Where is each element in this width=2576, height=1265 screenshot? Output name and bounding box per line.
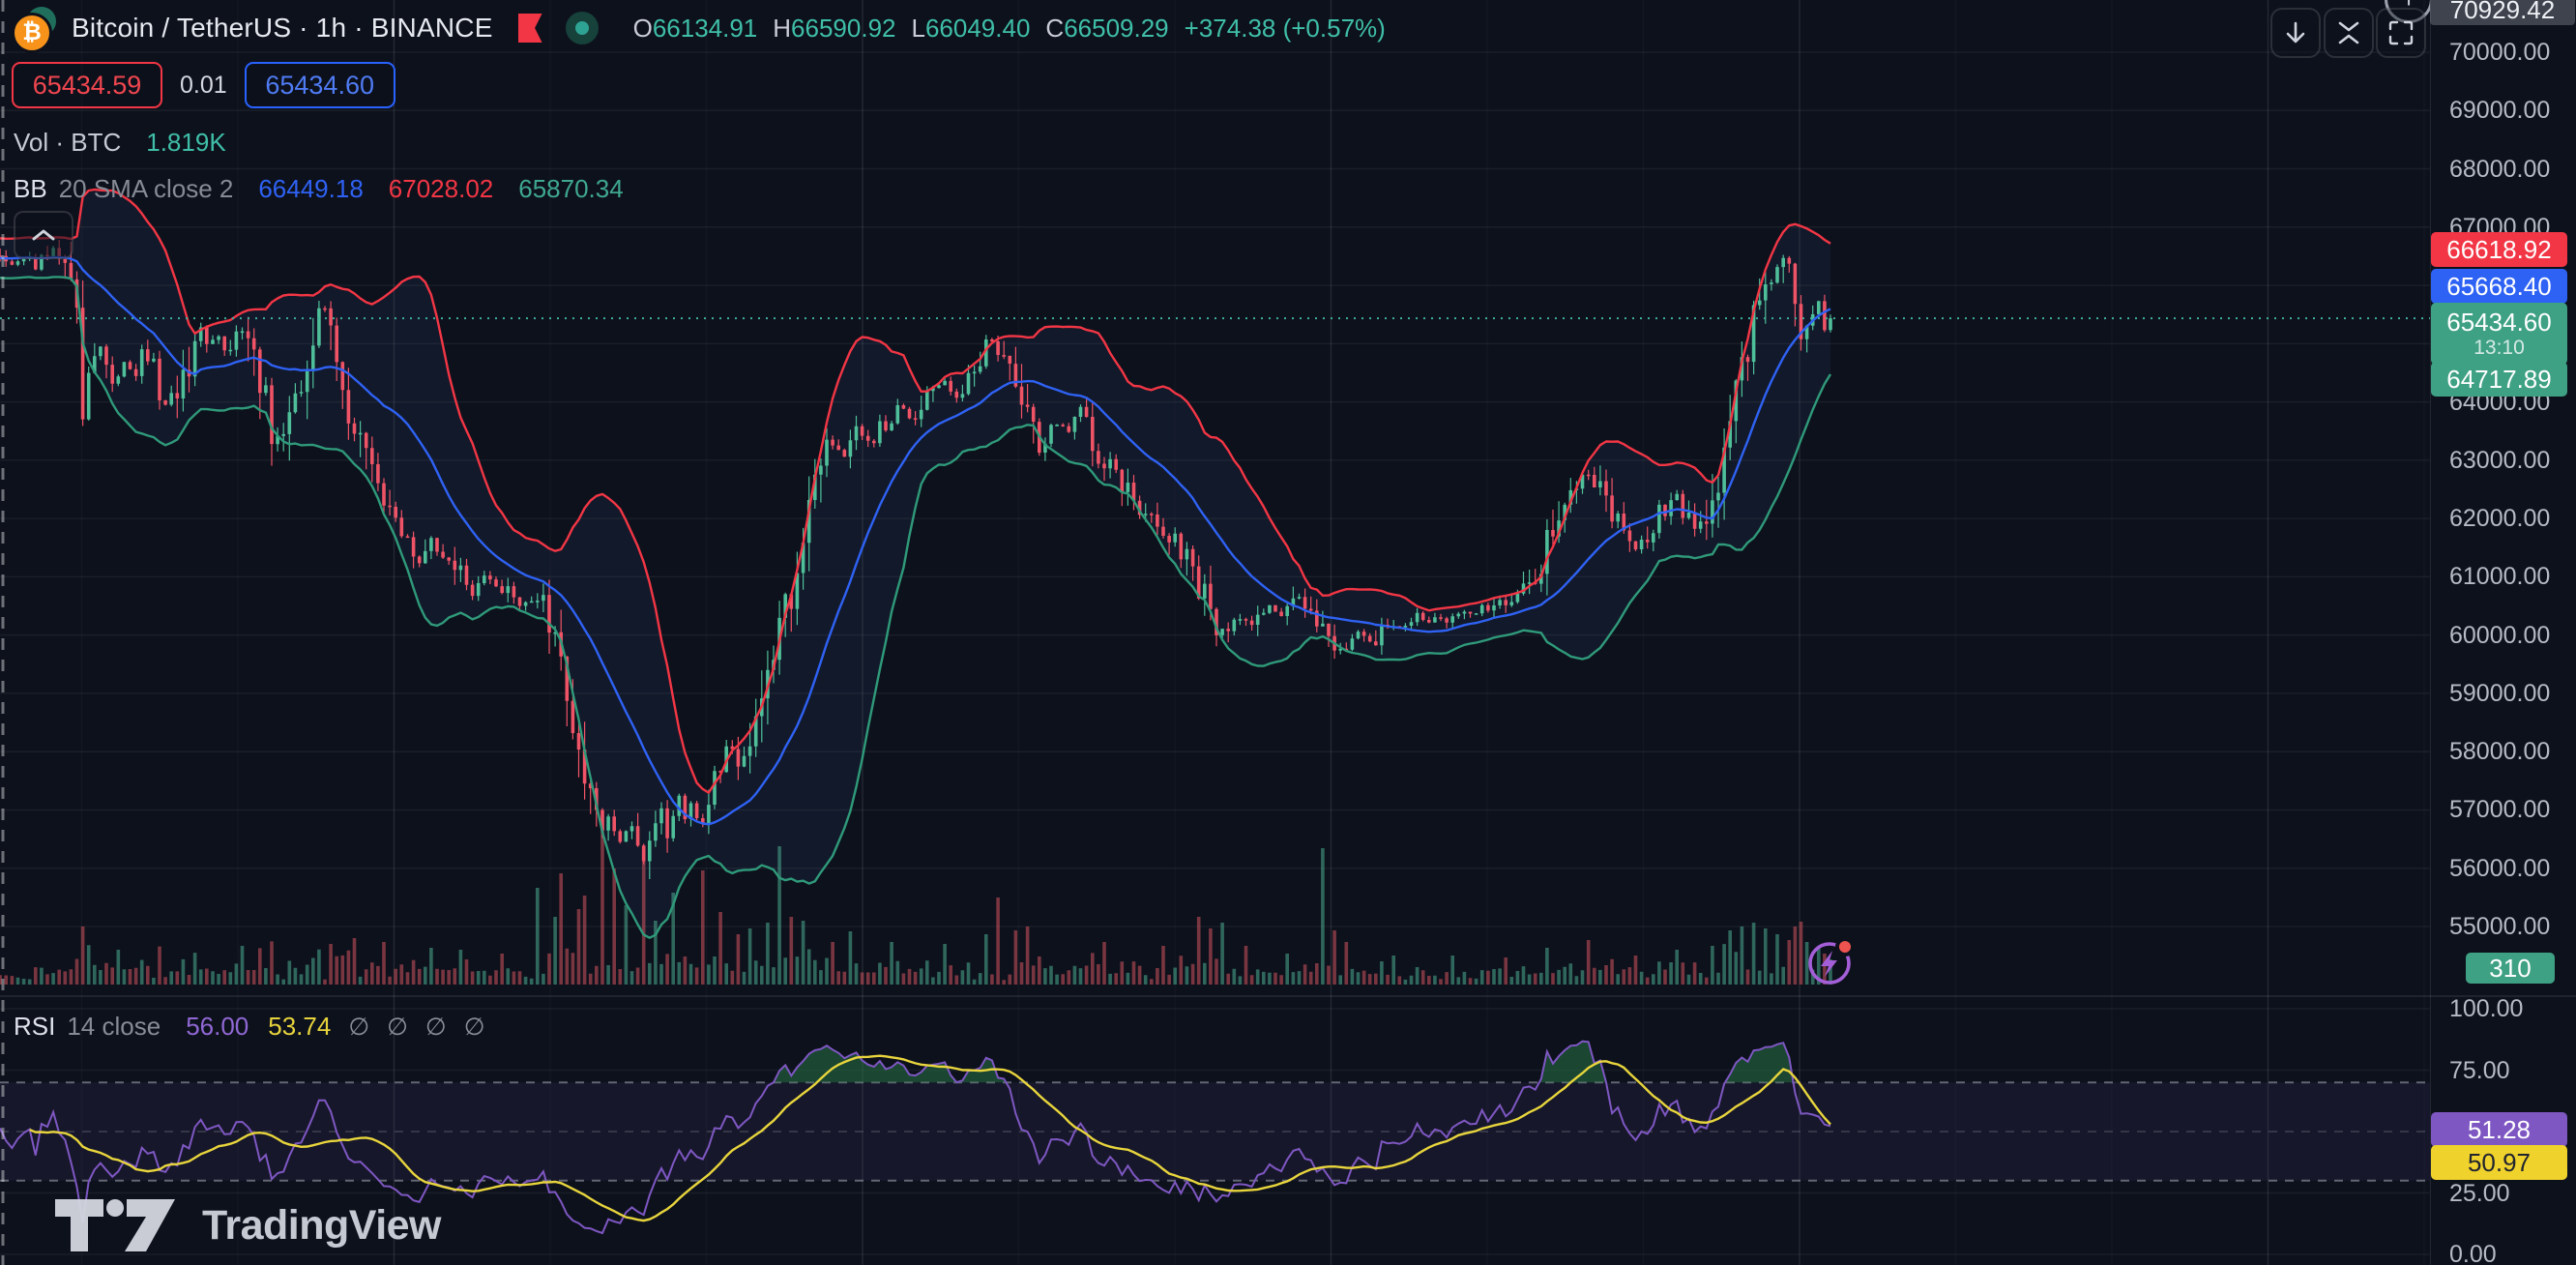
rsi-legend-params: 14 close xyxy=(67,1012,161,1041)
arrow-down-icon xyxy=(2286,21,2305,44)
bb-legend-params: 20 SMA close 2 xyxy=(58,174,234,203)
ohlc-high: H66590.92 xyxy=(773,13,896,43)
bb-basis-value: 66449.18 xyxy=(258,174,364,203)
empty-set-icon: ∅ xyxy=(348,1013,370,1041)
collapse-pane-button[interactable] xyxy=(2324,8,2374,58)
price-axis-border xyxy=(2430,0,2431,1265)
crosshair-price-badge: 70929.42 xyxy=(2430,0,2575,25)
ohlc-values: O66134.91 H66590.92 L66049.40 C66509.29 … xyxy=(633,14,1386,44)
collapse-icon xyxy=(2338,21,2359,44)
ohlc-low: L66049.40 xyxy=(911,13,1031,43)
bb-lower-value: 65870.34 xyxy=(518,174,624,203)
volume-legend[interactable]: Vol · BTC 1.819K xyxy=(14,128,226,158)
tradingview-logo: TradingView xyxy=(55,1197,442,1253)
rsi-legend[interactable]: RSI 14 close 56.00 53.74 ∅ ∅ ∅ ∅ xyxy=(14,1012,484,1042)
symbol-title[interactable]: Bitcoin / TetherUS · 1h · BINANCE xyxy=(72,13,493,43)
price-change: +374.38 (+0.57%) xyxy=(1184,13,1386,43)
maximize-pane-button[interactable] xyxy=(2376,8,2426,58)
buy-button[interactable]: 65434.60 xyxy=(244,62,395,108)
tradingview-mark-icon xyxy=(55,1199,175,1251)
empty-set-icon: ∅ xyxy=(463,1013,485,1041)
rsi-value: 56.00 xyxy=(186,1012,249,1041)
spread-value: 0.01 xyxy=(180,71,227,99)
lightning-icon[interactable] xyxy=(1802,934,1860,992)
empty-set-icon: ∅ xyxy=(424,1013,447,1041)
rsi-legend-name: RSI xyxy=(14,1012,56,1041)
quote-row: 65434.59 0.01 65434.60 xyxy=(12,62,395,108)
symbol-logo-icon: ₿ xyxy=(12,7,62,53)
bb-upper-value: 67028.02 xyxy=(388,174,494,203)
legend-collapse-button[interactable] xyxy=(14,211,73,259)
empty-set-icon: ∅ xyxy=(387,1013,408,1041)
volume-legend-label: Vol · BTC xyxy=(14,128,122,157)
bb-legend-name: BB xyxy=(14,174,47,203)
sell-button[interactable]: 65434.59 xyxy=(12,62,162,108)
ohlc-open: O66134.91 xyxy=(632,13,758,43)
rsi-ma-value: 53.74 xyxy=(268,1012,332,1041)
tradingview-logo-text: TradingView xyxy=(202,1201,442,1249)
chevron-up-icon xyxy=(32,229,55,241)
symbol-header: ₿ Bitcoin / TetherUS · 1h · BINANCE O661… xyxy=(12,6,1386,53)
maximize-icon xyxy=(2388,20,2414,45)
market-status-icon[interactable] xyxy=(565,12,599,44)
scroll-to-recent-button[interactable] xyxy=(2270,8,2321,58)
volume-legend-value: 1.819K xyxy=(146,128,226,157)
ohlc-close: C66509.29 xyxy=(1045,13,1169,43)
flag-icon[interactable] xyxy=(517,14,542,43)
bb-legend[interactable]: BB 20 SMA close 2 66449.18 67028.02 6587… xyxy=(14,174,624,204)
